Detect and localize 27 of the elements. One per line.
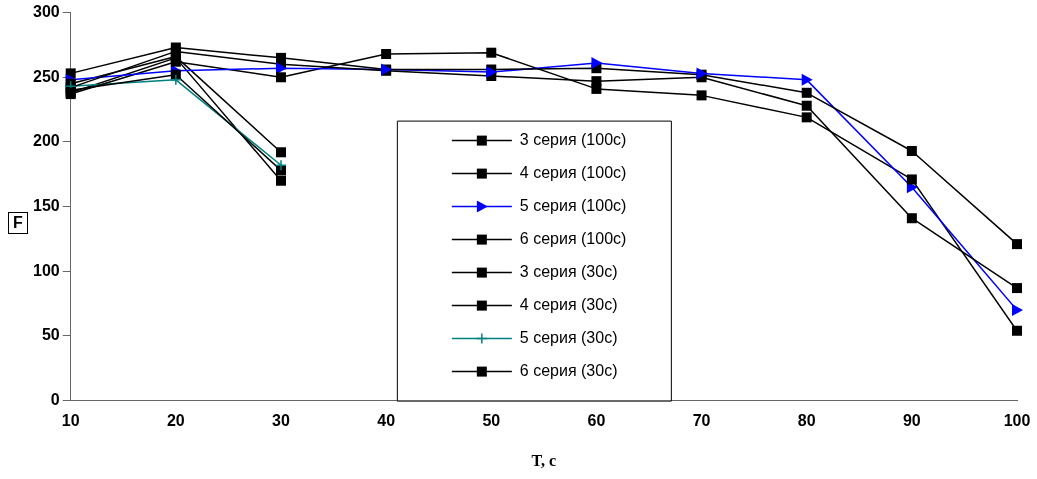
legend-label: 6 серия (30с) [519,362,618,380]
x-tick-label: 100 [1003,411,1031,429]
x-tick-label: 20 [166,411,185,429]
x-tick-label: 30 [272,411,290,429]
legend-label: 4 серия (30с) [519,296,618,314]
legend-label: 4 серия (100с) [519,164,627,182]
y-tick-label: 250 [32,67,60,85]
legend-label: 5 серия (30с) [519,329,618,347]
y-tick-label: 50 [41,326,60,344]
y-tick-label: 300 [32,3,60,21]
legend-label: 3 серия (30с) [519,263,618,281]
x-tick-label: 10 [61,411,80,429]
x-tick-label: 40 [377,411,396,429]
legend-label: 3 серия (100с) [519,131,627,149]
y-tick-label: 150 [32,197,60,215]
x-axis-title: T, c [531,451,557,469]
y-tick-label: 100 [32,261,60,279]
y-axis-title: F [8,212,28,234]
legend-label: 6 серия (100с) [519,230,627,248]
y-tick-label: 200 [32,132,60,150]
x-tick-label: 70 [692,411,711,429]
y-tick-label: 0 [50,391,60,409]
x-tick-label: 90 [902,411,921,429]
x-tick-label: 50 [482,411,501,429]
x-tick-label: 80 [797,411,816,429]
legend-label: 5 серия (100с) [519,197,627,215]
x-tick-label: 60 [587,411,606,429]
